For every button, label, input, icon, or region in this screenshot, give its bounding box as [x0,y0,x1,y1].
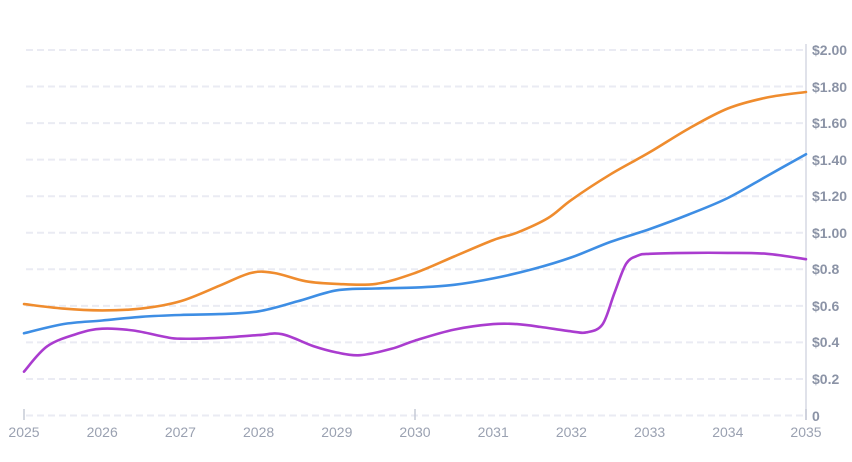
y-tick-label: $1.60 [812,115,848,132]
y-tick-label: $0.2 [812,370,840,387]
x-tick-label: 2033 [634,424,666,440]
x-tick-label: 2025 [8,424,40,440]
gridlines [26,44,807,420]
x-tick-label: 2030 [399,424,431,440]
purple-series-line [22,251,808,373]
y-tick-label: $1.40 [812,151,848,168]
x-tick-label: 2034 [712,424,744,440]
y-tick-label: $1.20 [812,188,848,205]
x-axis-tick-marks [23,409,807,420]
x-tick-label: 2029 [321,424,353,440]
y-tick-label: $1.00 [812,224,848,241]
y-tick-label: $1.80 [812,78,848,95]
y-tick-label: $2.00 [812,42,848,58]
series-lines [22,90,808,373]
y-tick-label: $0.4 [812,334,840,351]
x-tick-label: 2028 [243,424,275,440]
x-tick-label: 2027 [164,424,196,440]
x-tick-label: 2032 [555,424,587,440]
orange-series-line [22,90,808,312]
blue-series-line [22,152,808,335]
x-tick-label: 2026 [86,424,118,440]
x-tick-label: 2035 [790,424,822,440]
y-tick-label: $0.8 [812,261,840,278]
x-tick-label: 2031 [477,424,509,440]
y-tick-label: $0.6 [812,297,840,314]
y-tick-label: 0 [812,407,820,424]
